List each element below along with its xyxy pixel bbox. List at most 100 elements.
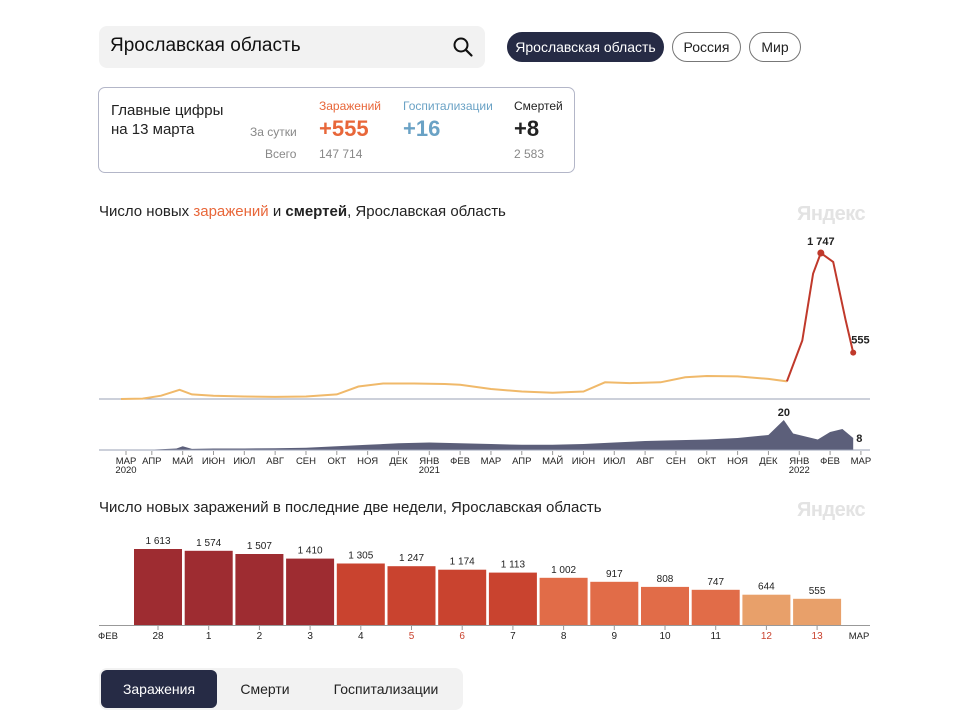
stats-title-line1: Главные цифры xyxy=(111,102,224,119)
chart1-title-deaths: смертей xyxy=(285,203,348,220)
bar-value-label: 1 247 xyxy=(399,553,424,564)
x-tick-label: ИЮЛ xyxy=(233,456,255,467)
deaths-last-label: 8 xyxy=(856,433,862,445)
search-box[interactable]: Ярославская область xyxy=(99,26,485,68)
infections-peak-point xyxy=(817,249,825,257)
bar-value-label: 555 xyxy=(809,586,826,597)
bar-value-label: 1 574 xyxy=(196,538,221,549)
bar-value-label: 644 xyxy=(758,582,775,593)
tab-hospitalizations[interactable]: Госпитализации xyxy=(333,681,439,697)
hospitalizations-day-value: +16 xyxy=(403,116,441,141)
bar-value-label: 1 002 xyxy=(551,565,576,576)
bar-category-label: 10 xyxy=(659,631,671,642)
bar xyxy=(438,569,487,625)
x-tick-year-label: 2020 xyxy=(115,465,136,476)
bar-value-label: 808 xyxy=(657,574,674,585)
x-tick-label: СЕН xyxy=(666,456,686,467)
x-tick-label: ЯНВ xyxy=(789,456,809,467)
infections-label: Заражений xyxy=(319,99,382,113)
bar-category-label: 11 xyxy=(711,631,722,642)
region-pill-yaroslavl[interactable]: Ярославская область xyxy=(507,32,664,62)
per-day-label: За сутки xyxy=(250,125,297,139)
bar-category-label: 13 xyxy=(812,631,824,642)
x-tick-label: СЕН xyxy=(296,456,316,467)
infections-day-value: +555 xyxy=(319,116,369,141)
region-pill-russia[interactable]: Россия xyxy=(672,32,741,62)
bar xyxy=(742,594,791,625)
bar-category-label: 28 xyxy=(152,631,164,642)
bar-value-label: 1 613 xyxy=(145,536,170,547)
stats-title-line2: на 13 марта xyxy=(111,121,195,138)
chart2-title: Число новых заражений в последние две не… xyxy=(99,499,602,516)
chart1-title-post: , Ярославская область xyxy=(347,203,506,220)
infections-last-label: 555 xyxy=(851,335,869,347)
metric-tabs: Заражения Смерти Госпитализации xyxy=(99,668,463,710)
x-tick-label: ИЮН xyxy=(202,456,225,467)
x-tick-year-label: 2022 xyxy=(789,465,810,476)
x-tick-label: НОЯ xyxy=(727,456,748,467)
bar xyxy=(286,558,335,625)
bar xyxy=(691,589,740,625)
bar-category-label: 12 xyxy=(761,631,773,642)
bar xyxy=(235,554,284,625)
tab-infections[interactable]: Заражения xyxy=(101,670,217,708)
infections-last-point xyxy=(850,349,857,356)
region-pill-world[interactable]: Мир xyxy=(749,32,801,62)
bar-value-label: 1 113 xyxy=(501,560,526,571)
bar-value-label: 747 xyxy=(707,577,724,588)
x-tick-year-label: 2021 xyxy=(419,465,440,476)
bar xyxy=(641,586,689,625)
bar-value-label: 917 xyxy=(606,569,623,580)
deaths-peak-label: 20 xyxy=(778,407,790,419)
bar xyxy=(793,598,842,625)
infections-line xyxy=(120,374,788,400)
x-tick-label: ДЕК xyxy=(759,456,778,467)
x-tick-label: ФЕВ xyxy=(820,456,840,467)
x-tick-label: МАР xyxy=(481,456,502,467)
x-tick-label: АВГ xyxy=(636,456,654,467)
hospitalizations-label: Госпитализации xyxy=(403,99,493,113)
bar xyxy=(590,581,639,625)
chart1-title-infections: заражений xyxy=(193,203,269,220)
key-stats-card: Главные цифры на 13 марта За сутки Всего… xyxy=(98,87,575,173)
tab-deaths[interactable]: Смерти xyxy=(240,681,290,697)
bar-category-label: 4 xyxy=(358,631,364,642)
x-tick-label: НОЯ xyxy=(357,456,378,467)
chart1-title-pre: Число новых xyxy=(99,203,194,220)
chart1-title-mid: и xyxy=(268,203,286,220)
bar xyxy=(336,563,385,625)
x-tick-label: ОКТ xyxy=(327,456,346,467)
bar-value-label: 1 305 xyxy=(348,551,373,562)
x-tick-label: ДЕК xyxy=(389,456,408,467)
x-tick-label: МАР xyxy=(851,456,872,467)
bar xyxy=(539,577,588,625)
x-tick-label: ИЮЛ xyxy=(603,456,625,467)
x-tick-label: АПР xyxy=(512,456,531,467)
bar-category-label: 2 xyxy=(257,631,263,642)
bar-end-month-label: МАР xyxy=(849,631,870,642)
x-tick-label: МАЙ xyxy=(172,455,193,467)
search-input[interactable]: Ярославская область xyxy=(110,35,301,56)
x-tick-label: МАР xyxy=(116,456,137,467)
chart1-title: Число новых заражений и смертей, Ярослав… xyxy=(99,203,506,220)
deaths-label: Смертей xyxy=(514,99,563,113)
bar-start-month-label: ФЕВ xyxy=(98,631,118,642)
total-label: Всего xyxy=(265,147,297,161)
deaths-area xyxy=(121,420,854,450)
bar-category-label: 8 xyxy=(561,631,567,642)
deaths-day-value: +8 xyxy=(514,116,540,141)
x-tick-label: МАЙ xyxy=(542,455,563,467)
bar-value-label: 1 507 xyxy=(247,541,272,552)
deaths-total-value: 2 583 xyxy=(514,147,545,161)
bar xyxy=(134,549,182,625)
x-tick-label: АПР xyxy=(142,456,161,467)
bar xyxy=(184,550,233,625)
search-icon[interactable] xyxy=(452,36,474,58)
yandex-watermark-1: Яндекс xyxy=(797,203,866,225)
bar-value-label: 1 174 xyxy=(450,557,475,568)
yandex-watermark-2: Яндекс xyxy=(797,499,866,521)
x-tick-label: ЯНВ xyxy=(419,456,439,467)
bar-value-label: 1 410 xyxy=(298,546,323,557)
